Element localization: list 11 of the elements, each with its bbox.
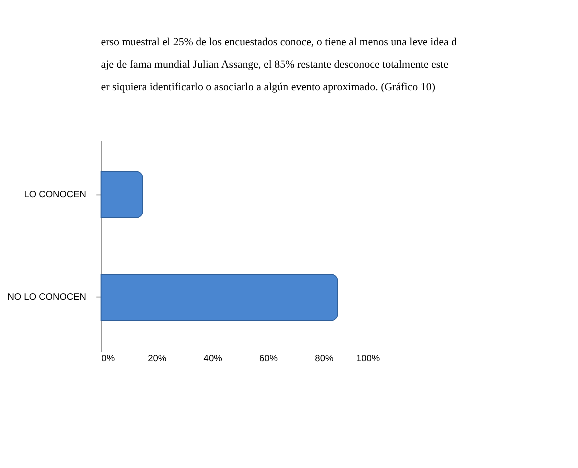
y-tick-label: LO CONOCEN — [24, 189, 86, 200]
text: erso muestral el 25% de los encuestados conoce, o tiene al menos una leve idea d — [101, 36, 458, 49]
x-tick-label: 100% — [356, 353, 380, 364]
x-tick-label: 40% — [204, 353, 222, 364]
x-tick-label: 80% — [315, 353, 334, 364]
text: er siquiera identificarlo o asociarlo a algún evento aproximado. (Gráfico 10) — [101, 82, 436, 94]
text: aje de fama mundial Julian Assange, el 85% restante desconoce totalmente este — [101, 59, 449, 72]
x-tick-label: 60% — [259, 353, 278, 364]
x-tick-label: 20% — [148, 353, 167, 364]
y-tick-label: NO LO CONOCEN — [8, 292, 86, 302]
x-tick-label: 0% — [102, 353, 116, 364]
